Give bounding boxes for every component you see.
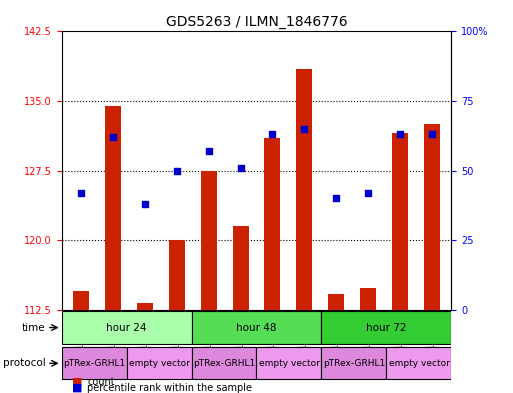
Text: pTRex-GRHL1: pTRex-GRHL1 — [323, 359, 385, 368]
FancyBboxPatch shape — [256, 347, 322, 379]
Text: time: time — [22, 323, 45, 332]
Point — [396, 131, 404, 138]
Bar — [169, 240, 185, 310]
Text: protocol: protocol — [3, 358, 45, 368]
Text: hour 24: hour 24 — [106, 323, 147, 332]
Bar — [297, 68, 312, 310]
Text: hour 48: hour 48 — [236, 323, 277, 332]
Point — [109, 134, 117, 140]
Point — [76, 190, 85, 196]
Bar — [232, 226, 248, 310]
Bar — [136, 303, 153, 310]
Bar — [360, 288, 377, 310]
Point — [236, 165, 245, 171]
Text: count: count — [87, 377, 115, 387]
Text: ■: ■ — [72, 377, 82, 387]
Text: pTRex-GRHL1: pTRex-GRHL1 — [63, 359, 125, 368]
Title: GDS5263 / ILMN_1846776: GDS5263 / ILMN_1846776 — [166, 15, 347, 29]
Text: percentile rank within the sample: percentile rank within the sample — [87, 383, 252, 393]
Bar — [105, 106, 121, 310]
Text: hour 72: hour 72 — [366, 323, 407, 332]
FancyBboxPatch shape — [62, 347, 127, 379]
Point — [141, 201, 149, 207]
FancyBboxPatch shape — [191, 347, 256, 379]
FancyBboxPatch shape — [322, 312, 451, 343]
FancyBboxPatch shape — [191, 312, 322, 343]
Text: empty vector: empty vector — [259, 359, 320, 368]
FancyBboxPatch shape — [322, 347, 386, 379]
Point — [268, 131, 277, 138]
Text: empty vector: empty vector — [388, 359, 449, 368]
FancyBboxPatch shape — [386, 347, 451, 379]
Point — [300, 126, 308, 132]
Bar — [201, 171, 216, 310]
FancyBboxPatch shape — [127, 347, 191, 379]
Text: empty vector: empty vector — [129, 359, 189, 368]
Bar — [424, 124, 440, 310]
Bar — [392, 134, 408, 310]
Text: pTRex-GRHL1: pTRex-GRHL1 — [193, 359, 255, 368]
Point — [205, 148, 213, 154]
Point — [332, 195, 341, 202]
Bar — [265, 138, 281, 310]
Bar — [73, 291, 89, 310]
Point — [364, 190, 372, 196]
Point — [172, 167, 181, 174]
FancyBboxPatch shape — [62, 312, 191, 343]
Text: ■: ■ — [72, 383, 82, 393]
Bar — [328, 294, 344, 310]
Point — [428, 131, 437, 138]
